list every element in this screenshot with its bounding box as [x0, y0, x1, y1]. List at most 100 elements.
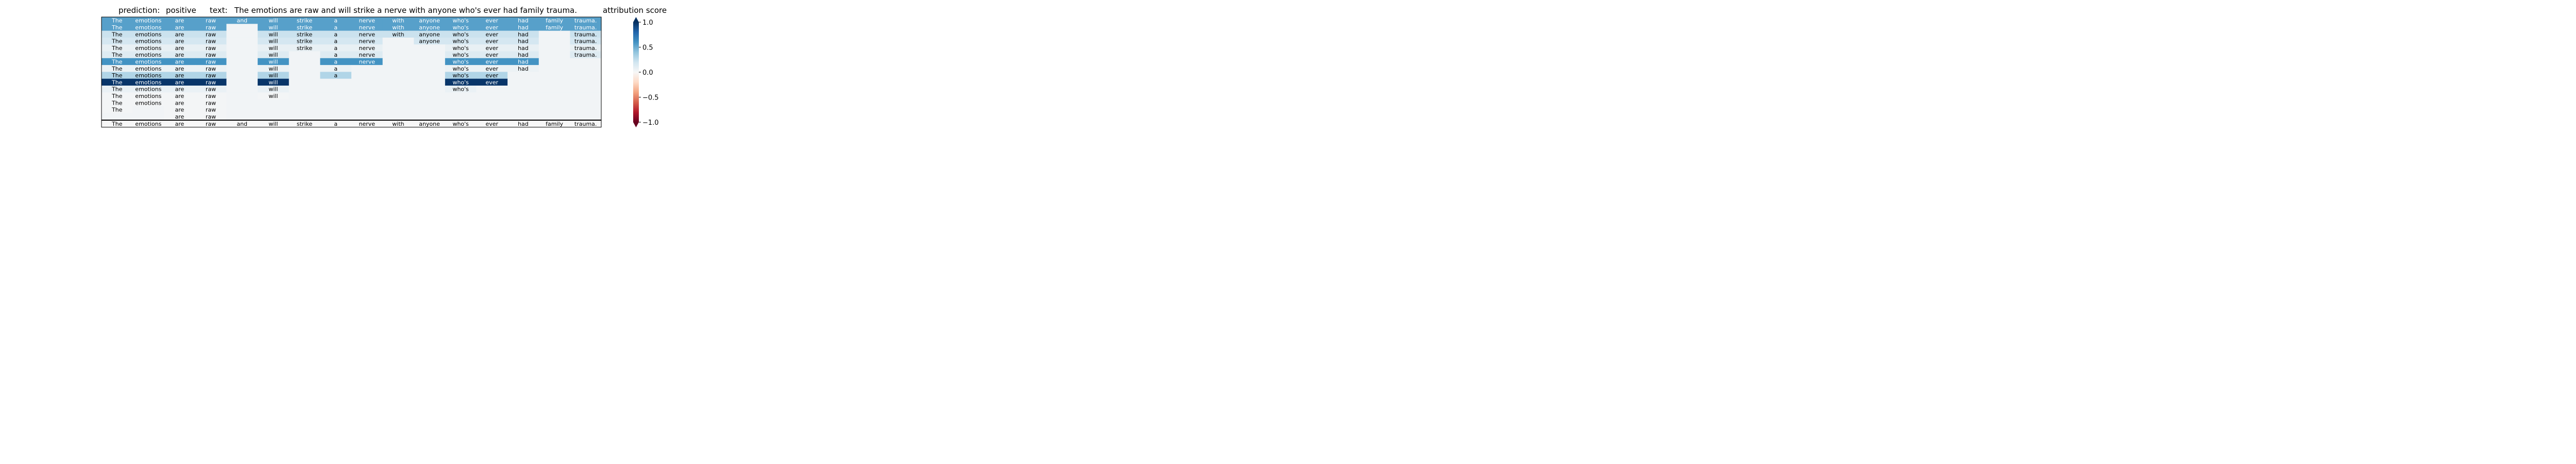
heatmap-cell: [258, 30, 290, 38]
prediction-label: prediction:: [118, 6, 160, 15]
heatmap-cell: [289, 120, 320, 128]
heatmap-cell: [101, 44, 133, 52]
token-label: raw: [206, 121, 216, 127]
heatmap-cell: [258, 72, 290, 79]
heatmap-cell: [132, 58, 164, 65]
token-label: ever: [486, 31, 499, 38]
heatmap-cell: [164, 24, 196, 31]
heatmap-cell: [507, 92, 539, 100]
token-label: will: [268, 58, 278, 65]
heatmap-cell: [382, 58, 414, 65]
heatmap-cell: [351, 65, 383, 72]
heatmap-cell: [226, 106, 258, 113]
heatmap-cell: [538, 120, 570, 128]
heatmap-cell: [195, 72, 227, 79]
heatmap-cell: [507, 51, 539, 59]
heatmap-cell: [258, 58, 290, 65]
heatmap-cell: [132, 86, 164, 93]
token-label: who's: [452, 31, 469, 38]
heatmap-cell: [289, 37, 320, 45]
heatmap-cell: [226, 65, 258, 72]
heatmap-cell: [164, 58, 196, 65]
token-label: are: [175, 24, 184, 31]
heatmap-cell: [570, 30, 602, 38]
heatmap-cell: [351, 30, 383, 38]
heatmap-cell: [258, 51, 290, 59]
token-label: with: [392, 31, 404, 38]
token-label: ever: [486, 52, 499, 58]
heatmap-cell: [445, 78, 477, 86]
heatmap-cell: [538, 92, 570, 100]
heatmap-cell: [570, 113, 602, 121]
heatmap-cell: [101, 120, 133, 128]
token-label: with: [392, 24, 404, 31]
heatmap-cell: [382, 72, 414, 79]
token-label: ever: [486, 79, 499, 86]
heatmap-cell: [320, 65, 352, 72]
heatmap-cell: [570, 37, 602, 45]
heatmap-cell: [445, 113, 477, 121]
heatmap-cell: [226, 113, 258, 121]
token-label: raw: [206, 65, 216, 72]
token-label: who's: [452, 86, 469, 93]
token-label: raw: [206, 38, 216, 45]
token-label: with: [392, 18, 404, 24]
heatmap-cell: [476, 65, 508, 72]
token-label: a: [334, 31, 337, 38]
token-label: strike: [297, 24, 313, 31]
token-label: family: [546, 24, 563, 31]
heatmap-cell: [289, 78, 320, 86]
token-label: trauma.: [574, 38, 597, 45]
token-label: anyone: [419, 31, 440, 38]
heatmap-cell: [132, 44, 164, 52]
heatmap-cell: [538, 58, 570, 65]
heatmap-cell: [570, 120, 602, 128]
heatmap-cell: [414, 58, 446, 65]
heatmap-cell: [570, 51, 602, 59]
heatmap-cell: [195, 78, 227, 86]
token-label: ever: [486, 18, 499, 24]
heatmap-cell: [195, 106, 227, 113]
heatmap-cell: [320, 30, 352, 38]
token-label: had: [518, 31, 529, 38]
heatmap-cell: [414, 37, 446, 45]
heatmap-cell: [382, 51, 414, 59]
heatmap-cell: [226, 78, 258, 86]
heatmap-cell: [476, 78, 508, 86]
heatmap-cell: [289, 58, 320, 65]
heatmap-cell: [351, 86, 383, 93]
token-label: strike: [297, 38, 313, 45]
colorbar-extend-bottom: [633, 122, 639, 127]
heatmap-cell: [445, 24, 477, 31]
heatmap-cell: [101, 58, 133, 65]
heatmap-cell: [570, 72, 602, 79]
heatmap-cell: [258, 17, 290, 24]
prediction-value: positive: [166, 6, 196, 15]
token-label: The: [111, 72, 123, 79]
heatmap-cell: [507, 106, 539, 113]
token-label: are: [175, 52, 184, 58]
heatmap-cell: [570, 44, 602, 52]
heatmap-cell: [570, 92, 602, 100]
colorbar-tick-label: 0.5: [642, 44, 653, 52]
token-label: emotions: [135, 100, 161, 106]
token-label: are: [175, 38, 184, 45]
heatmap-cell: [132, 120, 164, 128]
heatmap-cell: [382, 24, 414, 31]
token-label: raw: [206, 107, 216, 113]
token-label: a: [334, 52, 337, 58]
token-label: raw: [206, 31, 216, 38]
heatmap-cell: [382, 86, 414, 93]
token-label: family: [546, 18, 563, 24]
heatmap-cell: [164, 120, 196, 128]
token-label: trauma.: [574, 31, 597, 38]
token-label: are: [175, 100, 184, 106]
heatmap-cell: [382, 37, 414, 45]
heatmap-cell: [132, 78, 164, 86]
token-label: with: [392, 121, 404, 127]
token-label: had: [518, 58, 529, 65]
token-label: strike: [297, 45, 313, 52]
heatmap-cell: [382, 30, 414, 38]
heatmap-cell: [101, 78, 133, 86]
token-label: raw: [206, 113, 216, 120]
